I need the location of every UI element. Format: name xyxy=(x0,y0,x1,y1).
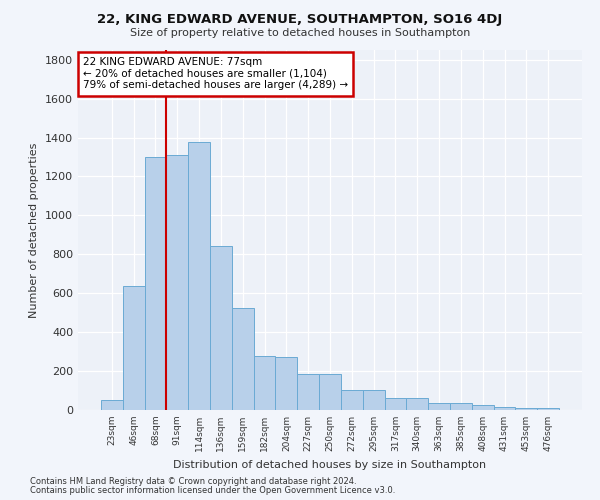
Bar xyxy=(145,157,166,410)
Bar xyxy=(101,400,123,410)
Bar xyxy=(232,308,254,410)
Bar xyxy=(428,402,450,410)
X-axis label: Distribution of detached houses by size in Southampton: Distribution of detached houses by size … xyxy=(173,460,487,469)
Bar xyxy=(406,398,428,410)
Bar xyxy=(254,356,275,410)
Bar xyxy=(297,374,319,410)
Bar xyxy=(494,407,515,410)
Text: 22 KING EDWARD AVENUE: 77sqm
← 20% of detached houses are smaller (1,104)
79% of: 22 KING EDWARD AVENUE: 77sqm ← 20% of de… xyxy=(83,57,348,90)
Text: Size of property relative to detached houses in Southampton: Size of property relative to detached ho… xyxy=(130,28,470,38)
Y-axis label: Number of detached properties: Number of detached properties xyxy=(29,142,40,318)
Bar xyxy=(210,246,232,410)
Bar xyxy=(319,374,341,410)
Bar xyxy=(166,155,188,410)
Bar xyxy=(385,398,406,410)
Bar xyxy=(472,404,494,410)
Bar xyxy=(450,402,472,410)
Text: Contains HM Land Registry data © Crown copyright and database right 2024.: Contains HM Land Registry data © Crown c… xyxy=(30,477,356,486)
Text: 22, KING EDWARD AVENUE, SOUTHAMPTON, SO16 4DJ: 22, KING EDWARD AVENUE, SOUTHAMPTON, SO1… xyxy=(97,12,503,26)
Bar xyxy=(341,390,363,410)
Bar xyxy=(363,390,385,410)
Bar xyxy=(537,408,559,410)
Bar xyxy=(275,358,297,410)
Bar xyxy=(515,408,537,410)
Bar xyxy=(123,286,145,410)
Text: Contains public sector information licensed under the Open Government Licence v3: Contains public sector information licen… xyxy=(30,486,395,495)
Bar xyxy=(188,142,210,410)
